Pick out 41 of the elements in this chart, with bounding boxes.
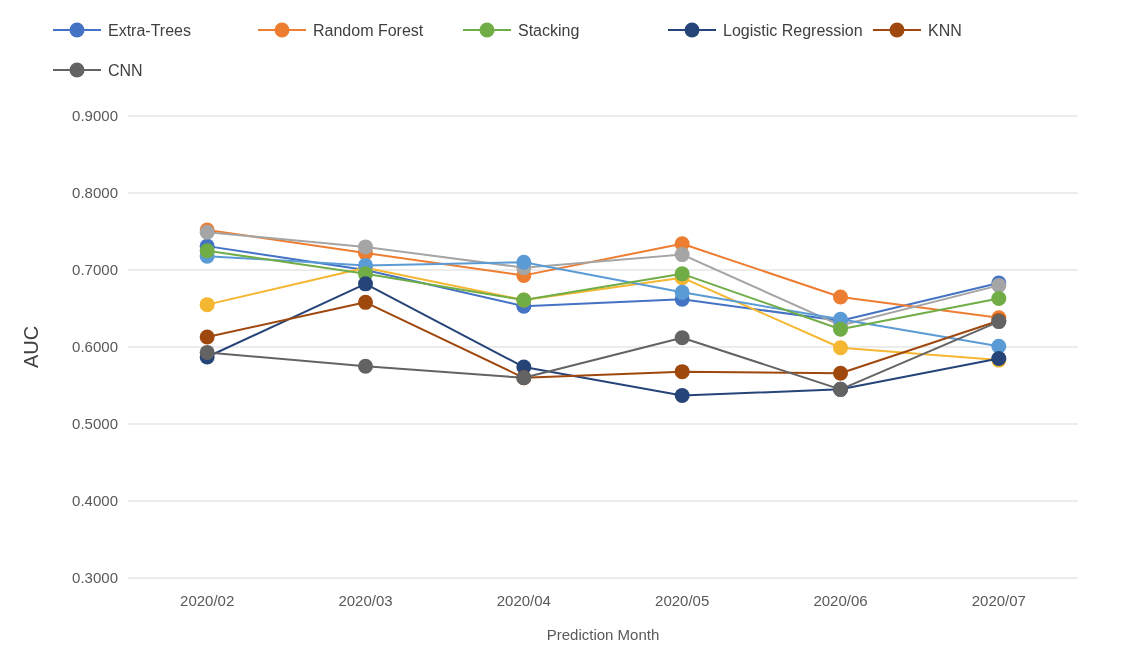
point <box>991 290 1007 306</box>
point <box>833 365 848 381</box>
point <box>833 289 848 305</box>
x-tick-label: 2020/04 <box>496 592 551 609</box>
point <box>199 243 215 259</box>
point <box>358 294 373 310</box>
point <box>199 344 215 360</box>
x-tick-label: 2020/07 <box>971 592 1026 609</box>
legend-label: Extra-Trees <box>108 21 191 39</box>
y-tick-label: 0.4000 <box>72 492 118 510</box>
point <box>674 247 690 263</box>
legend-label: CNN <box>108 61 143 79</box>
point <box>833 340 848 356</box>
x-tick-label: 2020/02 <box>180 592 235 609</box>
point <box>833 321 848 337</box>
point <box>199 329 215 345</box>
point <box>358 276 373 292</box>
x-tick-label: 2020/05 <box>655 592 710 609</box>
y-tick-label: 0.3000 <box>72 569 118 587</box>
point <box>674 388 690 404</box>
point <box>358 358 373 374</box>
y-tick-label: 0.7000 <box>72 261 118 279</box>
legend-label: KNN <box>928 21 962 39</box>
point <box>674 284 690 300</box>
point <box>674 364 690 380</box>
point <box>674 266 690 282</box>
point <box>516 254 532 270</box>
point <box>358 239 373 255</box>
point <box>674 330 690 346</box>
y-tick-label: 0.5000 <box>72 415 118 433</box>
x-axis-title: Prediction Month <box>546 626 660 643</box>
y-tick-label: 0.6000 <box>72 338 118 356</box>
legend-label: Logistic Regression <box>723 21 863 39</box>
x-tick-label: 2020/03 <box>338 592 393 609</box>
legend-label: Random Forest <box>313 21 424 39</box>
y-tick-label: 0.9000 <box>72 107 118 125</box>
legend-label: Stacking <box>518 21 580 39</box>
y-axis-title: AUC <box>20 325 42 369</box>
y-tick-label: 0.8000 <box>72 184 118 202</box>
point <box>199 297 215 313</box>
x-tick-label: 2020/06 <box>813 592 868 609</box>
